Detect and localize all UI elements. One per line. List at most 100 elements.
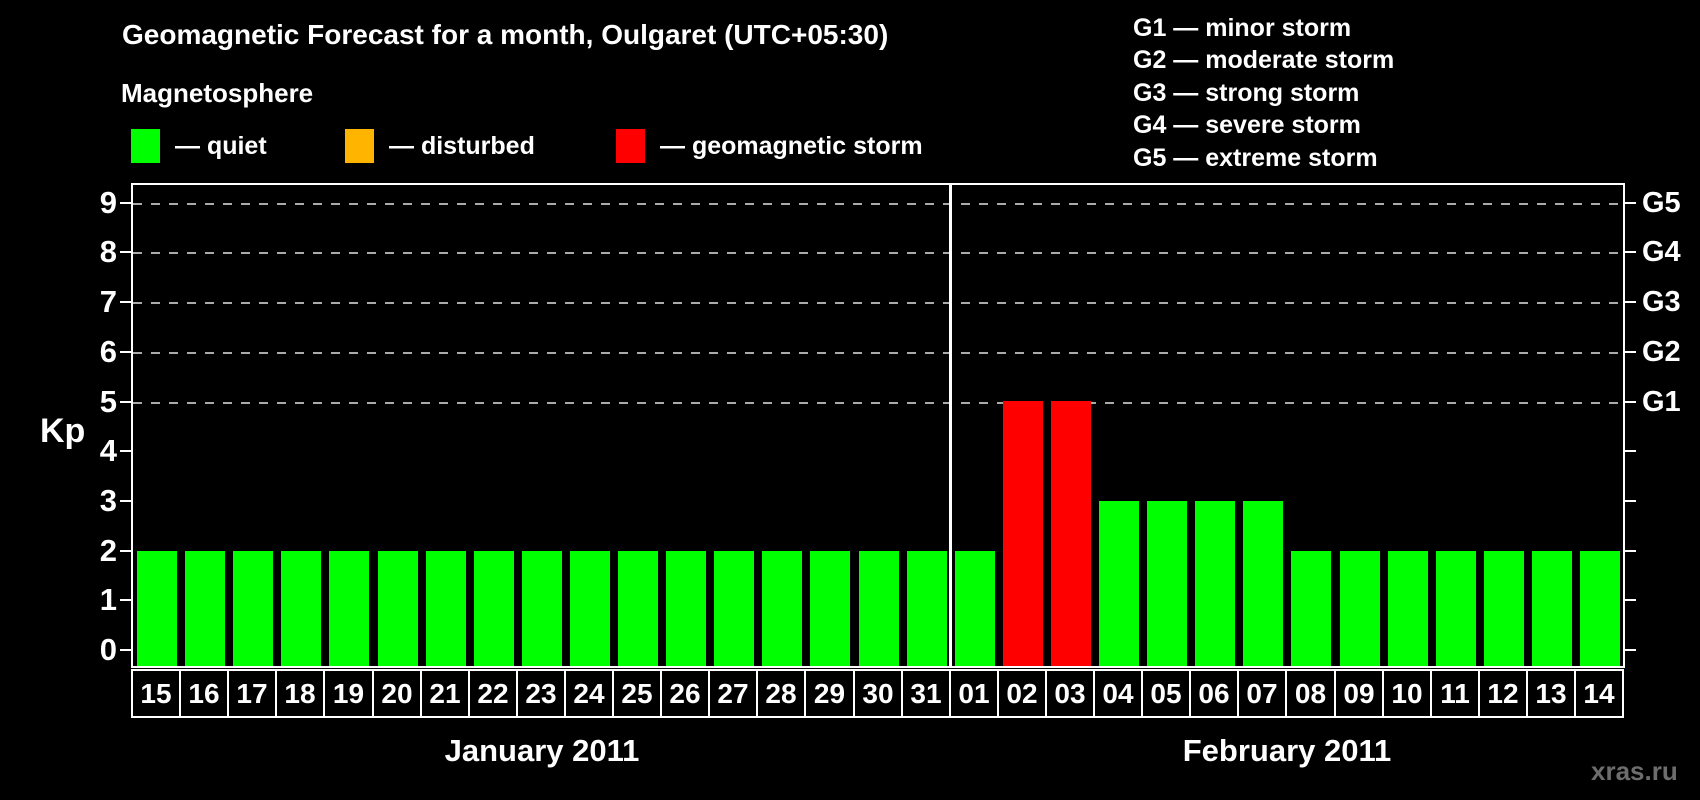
legend-swatch-quiet [131,129,160,163]
day-label-cell: 29 [804,669,855,718]
g-scale-legend-item: G2 — moderate storm [1133,46,1395,74]
legend-item-label: — quiet [175,131,267,160]
day-label-cell: 11 [1430,669,1480,718]
y-tick-label-6: 6 [99,334,117,369]
kp-bar-day-19 [329,551,369,666]
legend-item-storm: — geomagnetic storm [616,129,923,163]
kp-bar-day-10 [1388,551,1428,666]
chart-title: Geomagnetic Forecast for a month, Oulgar… [122,19,889,50]
g-scale-axis-label-G2: G2 [1642,336,1681,368]
y-tick-left-0 [120,649,133,651]
day-label-cell: 07 [1237,669,1287,718]
kp-bar-day-27 [714,551,754,666]
kp-bar-day-28 [762,551,802,666]
day-label-cell: 22 [468,669,518,718]
day-label-cell: 04 [1093,669,1143,718]
y-tick-right-0 [1623,649,1636,651]
g-scale-legend-item: G4 — severe storm [1133,111,1361,139]
kp-bar-day-02 [1003,401,1043,666]
g-scale-axis-label-G3: G3 [1642,286,1681,318]
kp-bar-day-04 [1099,501,1139,666]
day-label-cell: 18 [275,669,325,718]
legend-heading: Magnetosphere [121,78,314,108]
kp-gridline-9 [133,203,1623,205]
kp-bar-day-31 [907,551,947,666]
legend-item-disturbed: — disturbed [345,129,535,163]
day-label-cell: 06 [1189,669,1239,718]
y-tick-left-8 [120,251,133,253]
y-tick-right-7 [1623,301,1636,303]
y-tick-label-8: 8 [99,234,117,269]
legend-item-label: — geomagnetic storm [660,131,923,160]
g-scale-legend-item: G1 — minor storm [1133,14,1352,42]
y-tick-right-3 [1623,500,1636,502]
y-tick-label-7: 7 [99,284,117,319]
day-label-cell: 25 [612,669,662,718]
y-tick-label-5: 5 [99,384,117,419]
day-label-cell: 10 [1382,669,1432,718]
y-tick-left-2 [120,550,133,552]
day-label-cell: 05 [1141,669,1191,718]
day-label-cell: 01 [949,669,999,718]
month-label: January 2011 [444,733,640,768]
g-scale-axis-label-G5: G5 [1642,187,1681,219]
g-scale-axis-label-G1: G1 [1642,386,1681,418]
kp-bar-day-22 [474,551,514,666]
day-label-cell: 14 [1574,669,1624,718]
kp-bar-day-13 [1532,551,1572,666]
y-tick-left-9 [120,202,133,204]
day-label-cell: 17 [227,669,277,718]
kp-bar-day-20 [378,551,418,666]
kp-bar-day-12 [1484,551,1524,666]
kp-gridline-8 [133,252,1623,254]
watermark: xras.ru [1591,756,1678,786]
day-label-cell: 21 [420,669,470,718]
kp-bar-day-15 [137,551,177,666]
month-label: February 2011 [1182,733,1392,768]
y-tick-right-9 [1623,202,1636,204]
day-label-cell: 09 [1334,669,1384,718]
legend-swatch-storm [616,129,645,163]
kp-bar-day-29 [810,551,850,666]
kp-bar-day-16 [185,551,225,666]
kp-bar-day-09 [1340,551,1380,666]
y-tick-label-2: 2 [99,533,117,568]
kp-bar-day-07 [1243,501,1283,666]
day-label-cell: 19 [323,669,374,718]
y-tick-right-1 [1623,599,1636,601]
kp-gridline-5 [133,402,1623,404]
legend-swatch-disturbed [345,129,374,163]
kp-bar-day-14 [1580,551,1620,666]
y-tick-label-3: 3 [99,483,117,518]
day-label-cell: 08 [1285,669,1336,718]
day-label-cell: 27 [708,669,758,718]
y-tick-label-9: 9 [99,185,117,220]
y-tick-right-8 [1623,251,1636,253]
g-scale-legend-item: G5 — extreme storm [1133,144,1378,172]
kp-bar-day-08 [1291,551,1331,666]
kp-bar-day-17 [233,551,273,666]
month-divider-line [949,185,952,666]
day-label-cell: 03 [1045,669,1095,718]
day-label-cell: 20 [372,669,422,718]
kp-bar-day-23 [522,551,562,666]
day-label-cell: 24 [564,669,614,718]
y-tick-left-5 [120,401,133,403]
kp-gridline-7 [133,302,1623,304]
kp-bar-day-26 [666,551,706,666]
kp-bar-day-18 [281,551,321,666]
y-tick-left-3 [120,500,133,502]
legend-item-label: — disturbed [389,131,535,160]
kp-bar-day-11 [1436,551,1476,666]
kp-bar-day-06 [1195,501,1235,666]
plot-area [131,183,1625,668]
g-scale-legend-item: G3 — strong storm [1133,79,1360,107]
y-tick-right-5 [1623,401,1636,403]
kp-bar-day-01 [955,551,995,666]
y-tick-left-4 [120,450,133,452]
day-label-cell: 23 [516,669,566,718]
kp-bar-day-05 [1147,501,1187,666]
y-tick-left-7 [120,301,133,303]
y-tick-right-6 [1623,351,1636,353]
